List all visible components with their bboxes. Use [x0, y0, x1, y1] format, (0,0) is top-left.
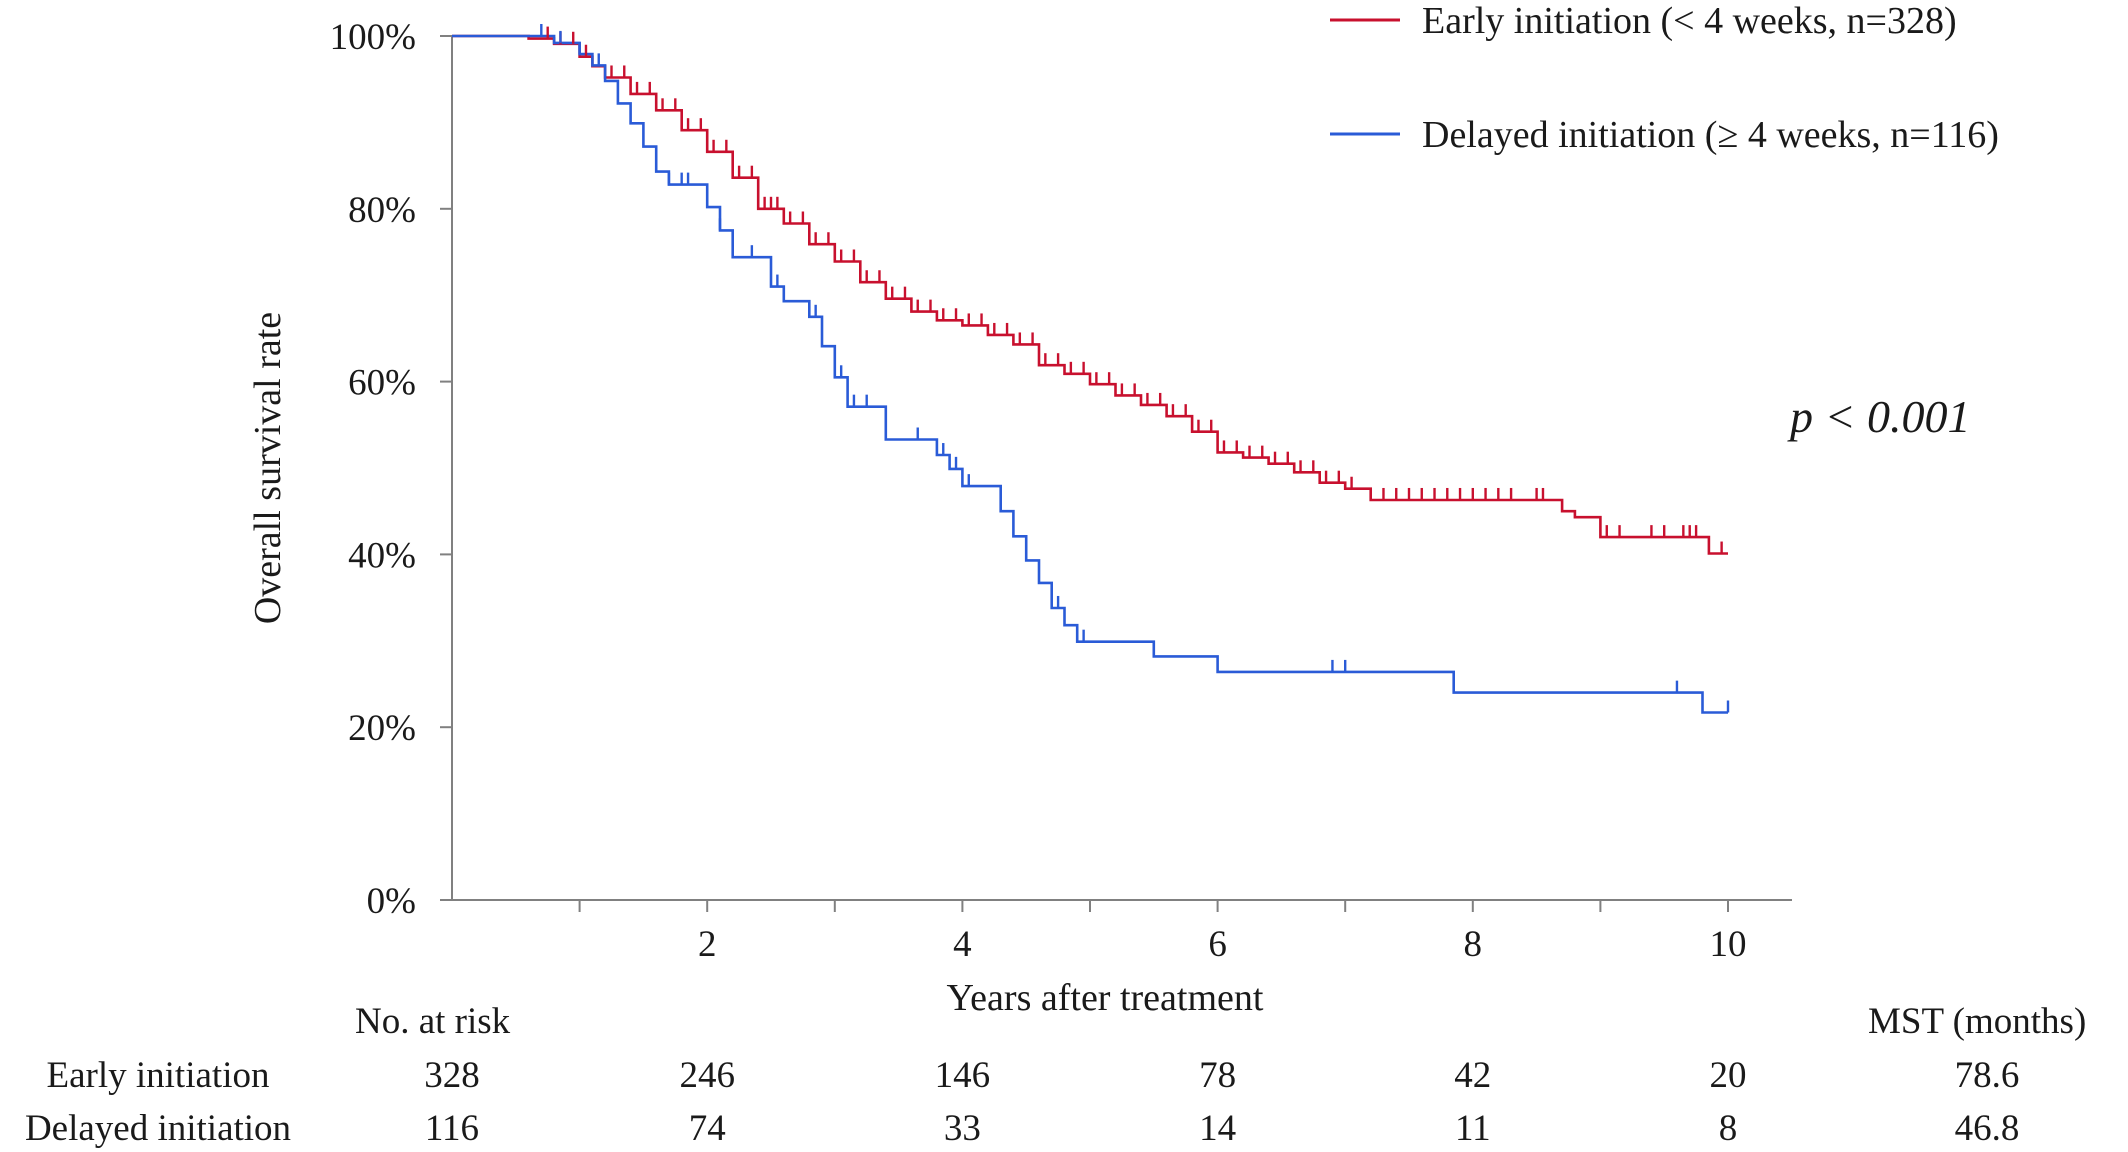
mst-header: MST (months) [1868, 1001, 2086, 1042]
risk-count: 146 [935, 1055, 991, 1096]
risk-count: 14 [1199, 1108, 1236, 1149]
mst-value: 78.6 [1955, 1055, 2020, 1096]
risk-count: 8 [1719, 1108, 1738, 1149]
y-tick-label: 80% [348, 190, 416, 231]
x-tick-labels: 2 4 6 8 10 [698, 924, 1747, 965]
risk-count: 74 [689, 1108, 726, 1149]
x-tick-label: 6 [1208, 924, 1227, 965]
risk-count: 328 [424, 1055, 480, 1096]
risk-count: 11 [1455, 1108, 1491, 1149]
y-tick-labels: 0% 20% 40% 60% 80% 100% [330, 17, 416, 922]
censor-marks [540, 24, 1730, 713]
x-tick-label: 4 [953, 924, 972, 965]
mst-value: 46.8 [1955, 1108, 2020, 1149]
risk-count: 33 [944, 1108, 981, 1149]
risk-count: 116 [425, 1108, 479, 1149]
risk-count: 78 [1199, 1055, 1236, 1096]
legend-label-early: Early initiation (< 4 weeks, n=328) [1422, 0, 1957, 42]
risk-count: 20 [1710, 1055, 1747, 1096]
y-tick-label: 0% [367, 881, 416, 922]
x-axis-title: Years after treatment [947, 977, 1264, 1019]
axis-ticks [440, 35, 1729, 912]
plot-area: 0% 20% 40% 60% 80% 100% 2 4 6 8 10 [330, 17, 1792, 965]
risk-row-label: Delayed initiation [25, 1108, 291, 1149]
legend: Early initiation (< 4 weeks, n=328) Dela… [1330, 0, 1999, 156]
delayed-initiation-curve [452, 34, 1728, 714]
risk-row-label: Early initiation [47, 1055, 270, 1096]
y-axis-title: Overall survival rate [247, 312, 289, 624]
y-tick-label: 20% [348, 708, 416, 749]
y-tick-label: 60% [348, 363, 416, 404]
risk-count: 42 [1454, 1055, 1491, 1096]
risk-count: 246 [679, 1055, 735, 1096]
legend-label-delayed: Delayed initiation (≥ 4 weeks, n=116) [1422, 114, 1999, 156]
y-tick-label: 100% [330, 17, 416, 58]
survival-curves [452, 34, 1728, 714]
x-tick-label: 2 [698, 924, 717, 965]
early-initiation-curve [452, 34, 1728, 555]
x-tick-label: 10 [1710, 924, 1747, 965]
x-tick-label: 8 [1464, 924, 1483, 965]
risk-table: No. at risk MST (months) Early initiatio… [25, 1001, 2086, 1149]
p-value-annotation: p < 0.001 [1787, 391, 1971, 442]
risk-table-rows: Early initiation 328 246 146 78 42 20 78.6 Delay… [25, 1055, 2019, 1149]
y-tick-label: 40% [348, 535, 416, 576]
risk-table-header: No. at risk [355, 1001, 511, 1042]
